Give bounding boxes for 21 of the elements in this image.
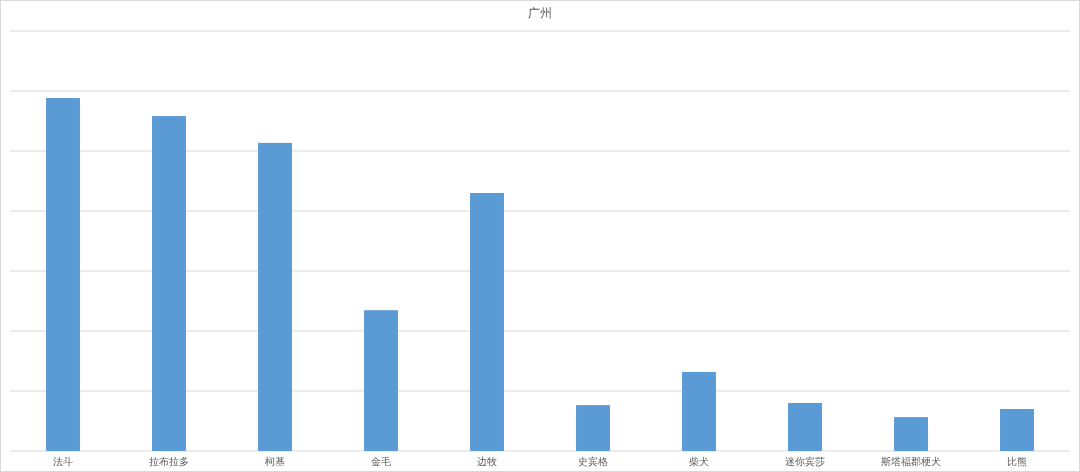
bar [470, 193, 504, 451]
bar [1000, 409, 1034, 451]
x-tick-label: 柴犬 [689, 456, 709, 467]
bar [258, 142, 292, 451]
x-tick-label: 边牧 [477, 456, 497, 467]
x-tick-label: 比熊 [1007, 456, 1027, 467]
x-tick-label: 拉布拉多 [149, 456, 189, 467]
x-tick-label: 斯塔福郡梗犬 [881, 456, 941, 467]
x-tick-label: 法斗 [53, 456, 73, 467]
x-tick-label: 史宾格 [578, 456, 608, 467]
x-tick-label: 迷你宾莎 [785, 456, 825, 467]
chart-title: 广州 [528, 6, 552, 20]
bar [894, 417, 928, 451]
bar [576, 405, 610, 451]
bar [682, 371, 716, 451]
bar [152, 116, 186, 451]
x-tick-label: 柯基 [265, 456, 285, 467]
bar [46, 98, 80, 451]
bar [788, 403, 822, 451]
x-tick-label: 金毛 [371, 456, 391, 467]
bar [364, 310, 398, 451]
